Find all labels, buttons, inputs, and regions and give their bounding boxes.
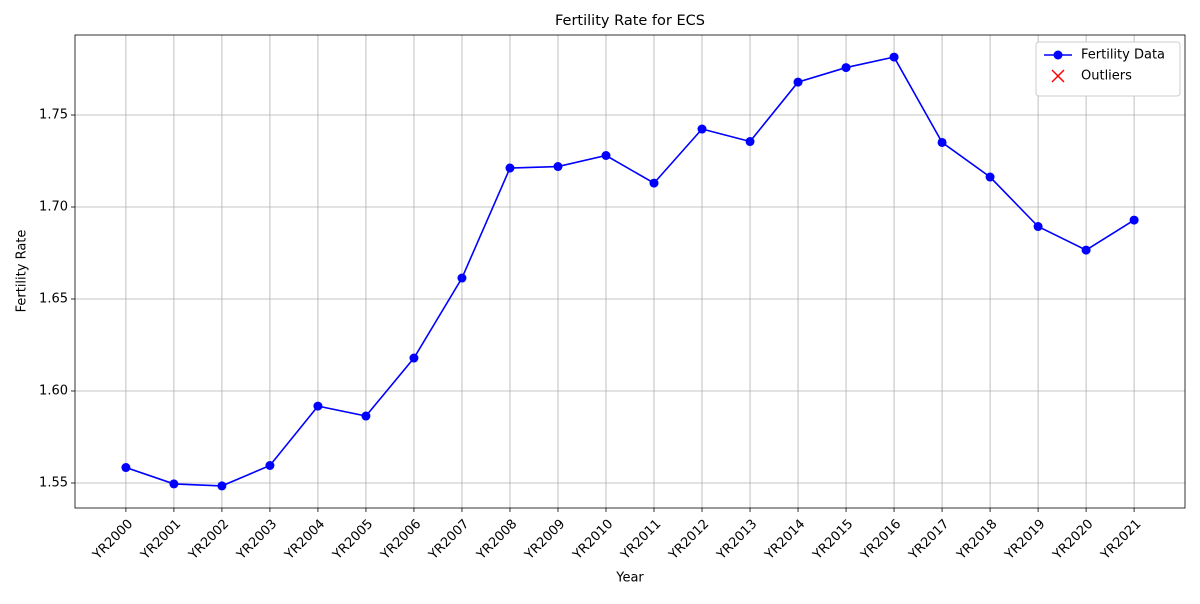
y-tick-label: 1.60 (39, 383, 68, 398)
x-tick-label: YR2020 (1050, 517, 1097, 564)
legend: Fertility Data Outliers (1035, 41, 1181, 97)
y-tick-label: 1.70 (39, 200, 68, 215)
marker (985, 172, 995, 182)
x-tick-label: YR2014 (762, 517, 809, 564)
y-tick-label: 1.65 (39, 292, 68, 307)
marker (361, 411, 371, 421)
x-tick-label: YR2018 (954, 517, 1001, 564)
marker (1051, 69, 1065, 83)
marker (505, 163, 515, 173)
x-tick-label: YR2005 (330, 517, 377, 564)
x-tick-label: YR2017 (906, 517, 953, 564)
marker (169, 479, 179, 489)
legend-label: Fertility Data (1081, 48, 1165, 63)
x-tick-label: YR2012 (666, 517, 713, 564)
marker (553, 162, 563, 172)
x-tick-label: YR2016 (858, 517, 905, 564)
x-tick-label: YR2002 (186, 517, 233, 564)
x-tick-label: YR2006 (378, 517, 425, 564)
x-tick-label: YR2010 (570, 517, 617, 564)
plot-frame (74, 34, 1186, 509)
x-tick-label: YR2007 (426, 517, 473, 564)
x-tick-label: YR2003 (234, 517, 281, 564)
marker (889, 52, 899, 62)
grid (75, 35, 1185, 508)
marker (121, 463, 131, 473)
x-tick-label: YR2011 (618, 517, 665, 564)
y-tick-label: 1.75 (39, 108, 68, 123)
marker (313, 401, 323, 411)
x-tick-label: YR2004 (282, 517, 329, 564)
x-tick-label: YR2019 (1002, 517, 1049, 564)
marker (601, 151, 611, 161)
chart-title: Fertility Rate for ECS (555, 13, 705, 29)
marker (649, 178, 659, 188)
data-line (125, 56, 1135, 487)
y-tick-label: 1.55 (39, 475, 68, 490)
x-tick-label: YR2001 (137, 517, 184, 564)
x-tick-label: YR2015 (810, 517, 857, 564)
marker (1081, 245, 1091, 255)
marker (217, 481, 227, 491)
marker (1033, 222, 1043, 232)
legend-label: Outliers (1081, 69, 1132, 84)
marker (265, 461, 275, 471)
x-tick-label: YR2008 (474, 517, 521, 564)
y-axis-label: Fertility Rate (15, 230, 30, 313)
marker (793, 77, 803, 87)
marker (937, 137, 947, 147)
marker (841, 63, 851, 73)
marker (697, 124, 707, 134)
marker (409, 353, 419, 363)
marker (1053, 50, 1063, 60)
x-tick-label: YR2000 (89, 517, 136, 564)
marker (1129, 215, 1139, 225)
x-tick-label: YR2013 (714, 517, 761, 564)
x-tick-label: YR2009 (522, 517, 569, 564)
x-axis-label: Year (615, 571, 644, 586)
marker (745, 137, 755, 147)
x-tick-label: YR2021 (1098, 517, 1145, 564)
marker (457, 273, 467, 283)
